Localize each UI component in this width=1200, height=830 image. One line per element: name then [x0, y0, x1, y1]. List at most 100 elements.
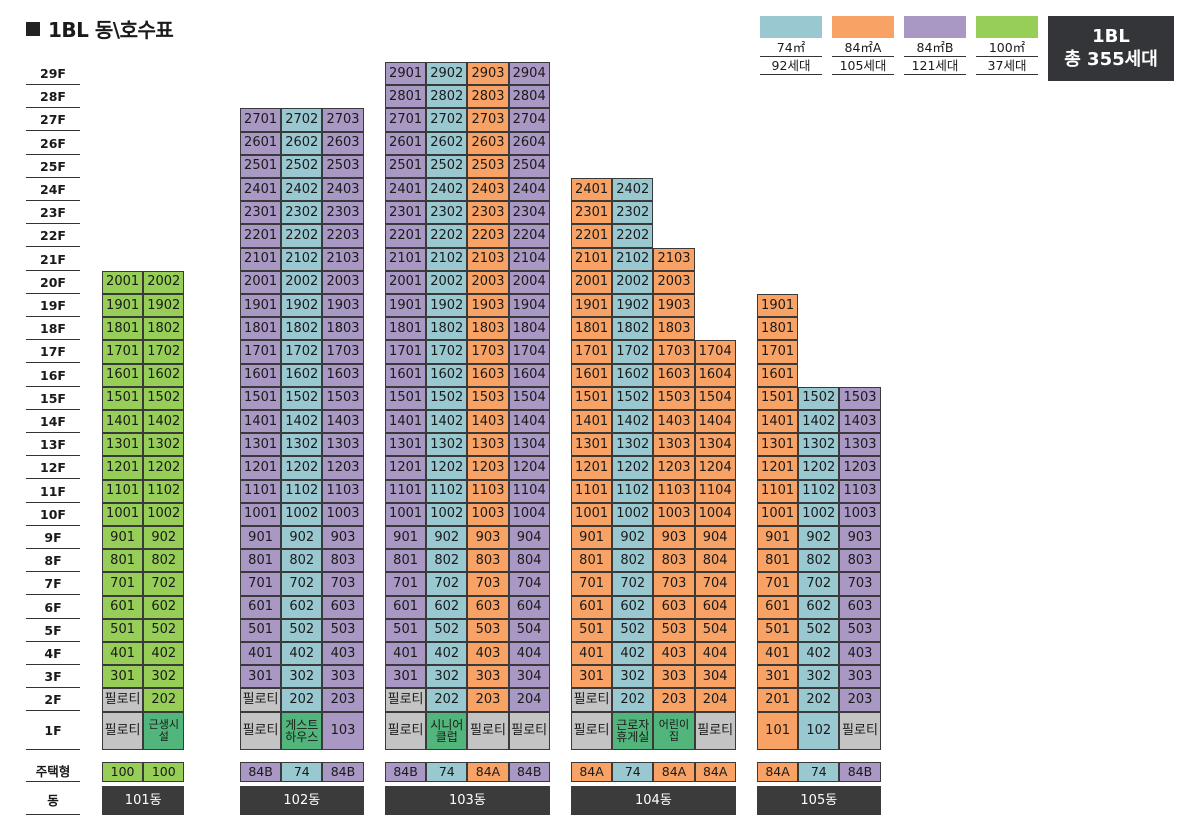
unit-cell: 904 — [508, 526, 550, 550]
unit-cell: 1603 — [467, 363, 509, 387]
unit-cell: 1702 — [281, 340, 323, 364]
unit-cell: 204 — [508, 688, 550, 712]
unit-cell: 503 — [653, 618, 695, 642]
unit-cell: 2101 — [571, 247, 613, 271]
unit-cell: 2703 — [322, 108, 364, 132]
unit-cell: 402 — [426, 642, 468, 666]
unit-cell: 1102 — [612, 479, 654, 503]
unit-cell: 402 — [798, 642, 840, 666]
unit-cell: 1303 — [322, 433, 364, 457]
unit-cell: 1803 — [467, 317, 509, 341]
unit-type-cell: 84A — [467, 762, 509, 782]
unit-cell: 1401 — [102, 410, 144, 434]
unit-cell: 302 — [281, 665, 323, 689]
building-name-bar: 102동 — [240, 786, 364, 815]
unit-cell: 2703 — [467, 108, 509, 132]
unit-cell: 1602 — [281, 363, 323, 387]
unit-cell: 901 — [385, 526, 427, 550]
unit-cell: 2501 — [240, 154, 282, 178]
unit-cell: 1703 — [653, 340, 695, 364]
unit-cell: 1803 — [322, 317, 364, 341]
unit-cell: 903 — [322, 526, 364, 550]
piloti-cell: 필로티 — [102, 688, 144, 712]
unit-cell: 1903 — [653, 294, 695, 318]
page-title-text: 1BL 동\호수표 — [48, 18, 174, 42]
unit-cell: 702 — [612, 572, 654, 596]
unit-cell: 2701 — [240, 108, 282, 132]
unit-cell: 2603 — [467, 131, 509, 155]
unit-cell: 801 — [385, 549, 427, 573]
unit-cell: 1901 — [571, 294, 613, 318]
unit-cell: 502 — [612, 618, 654, 642]
unit-cell: 103 — [322, 711, 364, 750]
unit-cell: 1901 — [385, 294, 427, 318]
piloti-cell: 필로티 — [467, 711, 509, 750]
unit-cell: 501 — [757, 618, 799, 642]
unit-cell: 602 — [281, 595, 323, 619]
title-square-icon — [26, 22, 40, 36]
unit-cell: 1102 — [426, 479, 468, 503]
unit-cell: 1604 — [508, 363, 550, 387]
floor-label-17F: 17F — [26, 340, 80, 364]
piloti-cell: 필로티 — [240, 688, 282, 712]
unit-cell: 1204 — [694, 456, 736, 480]
unit-cell: 1103 — [467, 479, 509, 503]
unit-cell: 1104 — [508, 479, 550, 503]
unit-cell: 1801 — [757, 317, 799, 341]
unit-cell: 1603 — [322, 363, 364, 387]
unit-cell: 2201 — [385, 224, 427, 248]
unit-cell: 1503 — [653, 386, 695, 410]
unit-cell: 301 — [102, 665, 144, 689]
unit-cell: 2301 — [571, 201, 613, 225]
unit-cell: 301 — [240, 665, 282, 689]
unit-cell: 802 — [281, 549, 323, 573]
unit-cell: 1502 — [143, 386, 185, 410]
unit-cell: 1304 — [694, 433, 736, 457]
unit-cell: 1103 — [322, 479, 364, 503]
piloti-cell: 필로티 — [240, 711, 282, 750]
unit-cell: 502 — [798, 618, 840, 642]
total-households: 총 355세대 — [1064, 49, 1158, 70]
unit-cell: 2002 — [426, 270, 468, 294]
unit-cell: 303 — [322, 665, 364, 689]
unit-cell: 1501 — [102, 386, 144, 410]
unit-cell: 703 — [322, 572, 364, 596]
unit-cell: 1501 — [571, 386, 613, 410]
unit-cell: 1302 — [143, 433, 185, 457]
unit-cell: 601 — [757, 595, 799, 619]
unit-cell: 1703 — [322, 340, 364, 364]
total-block-name: 1BL — [1092, 26, 1130, 47]
unit-cell: 2502 — [426, 154, 468, 178]
unit-cell: 2802 — [426, 85, 468, 109]
unit-cell: 1504 — [508, 386, 550, 410]
unit-cell: 1802 — [281, 317, 323, 341]
facility-cell: 근생시설 — [143, 711, 185, 750]
unit-cell: 1301 — [757, 433, 799, 457]
unit-cell: 1801 — [571, 317, 613, 341]
unit-cell: 801 — [102, 549, 144, 573]
unit-cell: 1402 — [798, 410, 840, 434]
unit-cell: 1403 — [653, 410, 695, 434]
unit-cell: 2003 — [322, 270, 364, 294]
unit-cell: 1301 — [240, 433, 282, 457]
unit-cell: 602 — [612, 595, 654, 619]
unit-cell: 701 — [571, 572, 613, 596]
unit-cell: 401 — [240, 642, 282, 666]
page-title: 1BL 동\호수표 — [26, 14, 174, 43]
unit-cell: 501 — [571, 618, 613, 642]
unit-cell: 1603 — [653, 363, 695, 387]
floor-label-27F: 27F — [26, 108, 80, 132]
unit-cell: 1002 — [281, 502, 323, 526]
unit-cell: 403 — [653, 642, 695, 666]
unit-cell: 1401 — [240, 410, 282, 434]
unit-cell: 1201 — [240, 456, 282, 480]
unit-cell: 2002 — [612, 270, 654, 294]
unit-cell: 1002 — [426, 502, 468, 526]
unit-cell: 601 — [385, 595, 427, 619]
unit-cell: 1202 — [798, 456, 840, 480]
unit-cell: 504 — [694, 618, 736, 642]
type-row-label: 주택형 — [26, 762, 80, 782]
unit-cell: 703 — [839, 572, 881, 596]
unit-cell: 1903 — [322, 294, 364, 318]
unit-cell: 501 — [102, 618, 144, 642]
